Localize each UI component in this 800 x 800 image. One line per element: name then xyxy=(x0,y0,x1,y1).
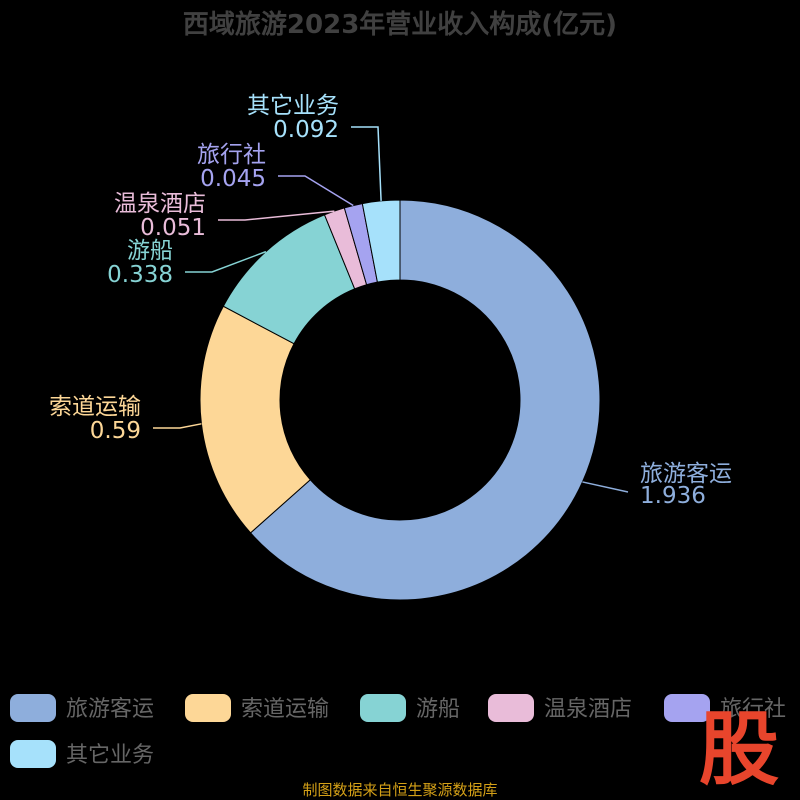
slice-label-value-other-business: 0.092 xyxy=(273,117,339,143)
legend-item-other-business[interactable]: 其它业务 xyxy=(10,740,154,768)
legend-label: 旅游客运 xyxy=(66,697,154,722)
slice-ropeway xyxy=(199,305,312,534)
legend-swatch xyxy=(10,740,56,768)
slice-label-name-travel-agency: 旅行社 xyxy=(197,142,266,168)
slice-label-name-ropeway: 索道运输 xyxy=(49,394,141,420)
slice-label-name-tour-transport: 旅游客运 xyxy=(640,461,732,487)
slice-other-business xyxy=(361,199,401,283)
leader-line-tour-transport xyxy=(582,481,629,493)
slice-label-value-cruise: 0.338 xyxy=(107,262,173,288)
legend-label: 其它业务 xyxy=(66,743,154,768)
legend-item-hot-spring-hotel[interactable]: 温泉酒店 xyxy=(488,694,632,722)
legend-swatch xyxy=(185,694,231,722)
slice-label-name-hot-spring-hotel: 温泉酒店 xyxy=(114,191,206,217)
watermark-logo: 股 xyxy=(699,703,779,796)
legend-item-travel-agency[interactable]: 旅行社 xyxy=(664,694,786,722)
slice-label-value-tour-transport: 1.936 xyxy=(640,483,706,509)
data-source-note: 制图数据来自恒生聚源数据库 xyxy=(302,781,497,799)
slice-label-name-other-business: 其它业务 xyxy=(247,93,339,119)
legend-label: 温泉酒店 xyxy=(544,697,632,722)
donut-slices xyxy=(199,199,601,601)
leader-line-travel-agency xyxy=(278,175,354,207)
legend-swatch xyxy=(488,694,534,722)
leader-line-other-business xyxy=(351,126,382,201)
leader-line-hot-spring-hotel xyxy=(218,210,335,221)
slice-label-value-hot-spring-hotel: 0.051 xyxy=(140,215,206,241)
legend-swatch xyxy=(10,694,56,722)
legend-item-cruise[interactable]: 游船 xyxy=(360,694,460,722)
legend-swatch xyxy=(360,694,406,722)
slice-tour-transport xyxy=(249,199,601,601)
legend-swatch xyxy=(664,694,710,722)
leader-line-ropeway xyxy=(153,423,202,429)
chart-title: 西域旅游2023年营业收入构成(亿元) xyxy=(183,9,617,40)
legend-item-ropeway[interactable]: 索道运输 xyxy=(185,694,329,722)
leader-line-cruise xyxy=(185,250,267,273)
legend-label: 索道运输 xyxy=(241,697,329,722)
legend-label: 游船 xyxy=(416,697,460,722)
slice-label-name-cruise: 游船 xyxy=(127,238,173,264)
slice-label-value-travel-agency: 0.045 xyxy=(200,166,266,192)
legend-label: 旅行社 xyxy=(720,697,786,722)
legend-item-tour-transport[interactable]: 旅游客运 xyxy=(10,694,154,722)
slice-label-value-ropeway: 0.59 xyxy=(90,418,141,444)
